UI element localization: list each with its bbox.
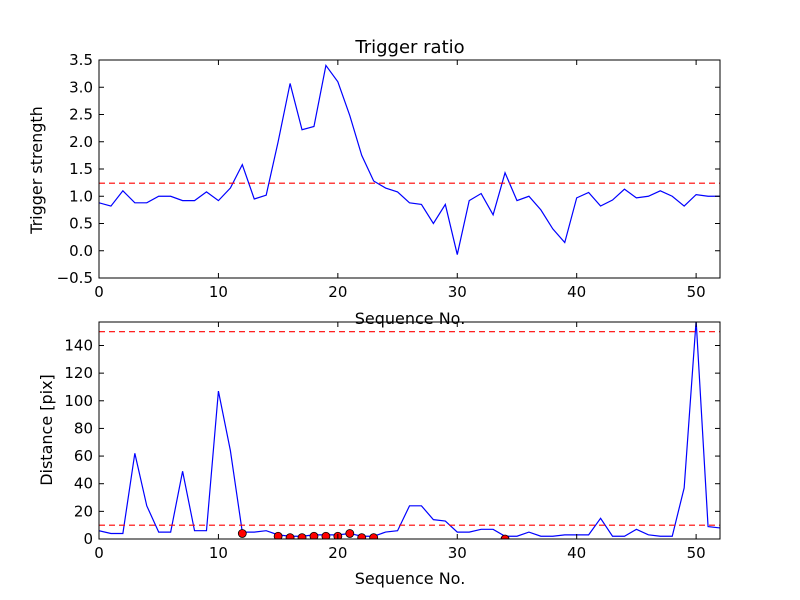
x-tick-label: 50 (687, 283, 706, 301)
chart-title: Trigger ratio (354, 37, 464, 58)
x-axis-label: Sequence No. (355, 309, 466, 328)
y-tick-label: 140 (64, 336, 93, 354)
y-axis-ticks: 0 20 40 60 80 100 120 140 (64, 336, 720, 548)
y-tick-label: 120 (64, 364, 93, 382)
x-tick-label: 0 (94, 544, 104, 562)
y-tick-label: 80 (74, 419, 93, 437)
y-tick-label: 2.0 (69, 133, 93, 151)
y-tick-label: 0.0 (69, 242, 93, 260)
y-axis-label: Trigger strength (27, 106, 46, 235)
x-tick-label: 30 (448, 283, 467, 301)
y-tick-label: −0.5 (57, 269, 93, 287)
y-tick-label: 60 (74, 447, 93, 465)
data-point-marker (369, 533, 379, 539)
x-tick-label: 10 (209, 283, 228, 301)
distance-chart: 0 10 20 30 40 50 0 20 40 60 80 100 120 140 Sequence … (37, 321, 721, 588)
x-tick-label: 30 (448, 544, 467, 562)
axes-frame (98, 59, 721, 279)
y-tick-label: 0.5 (69, 215, 93, 233)
data-point-marker (285, 533, 295, 539)
x-tick-label: 0 (94, 283, 104, 301)
y-tick-label: 100 (64, 392, 93, 410)
y-tick-label: 20 (74, 502, 93, 520)
trigger-ratio-chart: Trigger ratio 0 10 20 30 40 50 −0.5 0.0 0.5 1.0 1… (27, 37, 721, 328)
y-axis-label: Distance [pix] (37, 374, 56, 486)
data-point-marker (500, 534, 510, 539)
x-tick-label: 20 (328, 283, 347, 301)
plot-area (99, 322, 720, 539)
x-tick-label: 40 (567, 283, 586, 301)
x-tick-label: 40 (567, 544, 586, 562)
data-point-marker (297, 533, 307, 539)
data-point-marker (273, 531, 283, 539)
y-tick-label: 40 (74, 475, 93, 493)
data-point-marker (321, 531, 331, 539)
plot-area (99, 63, 720, 255)
x-axis-ticks: 0 10 20 30 40 50 (94, 322, 706, 562)
series-line (99, 63, 720, 255)
x-tick-label: 10 (209, 544, 228, 562)
y-tick-label: 3.0 (69, 78, 93, 96)
x-tick-label: 20 (328, 544, 347, 562)
series-line (99, 322, 720, 537)
y-tick-label: 0 (83, 530, 93, 548)
x-tick-label: 50 (687, 544, 706, 562)
data-point-marker (309, 531, 319, 539)
y-tick-label: 1.0 (69, 187, 93, 205)
data-point-marker (357, 533, 367, 539)
data-point-marker (345, 529, 355, 538)
y-axis-ticks: −0.5 0.0 0.5 1.0 1.5 2.0 2.5 3.0 3.5 (57, 51, 720, 287)
axes-frame (98, 321, 721, 540)
x-axis-label: Sequence No. (355, 569, 466, 588)
y-tick-label: 1.5 (69, 160, 93, 178)
x-axis-ticks: 0 10 20 30 40 50 (94, 60, 706, 301)
data-point-marker (237, 529, 247, 538)
y-tick-label: 2.5 (69, 106, 93, 124)
y-tick-label: 3.5 (69, 51, 93, 69)
